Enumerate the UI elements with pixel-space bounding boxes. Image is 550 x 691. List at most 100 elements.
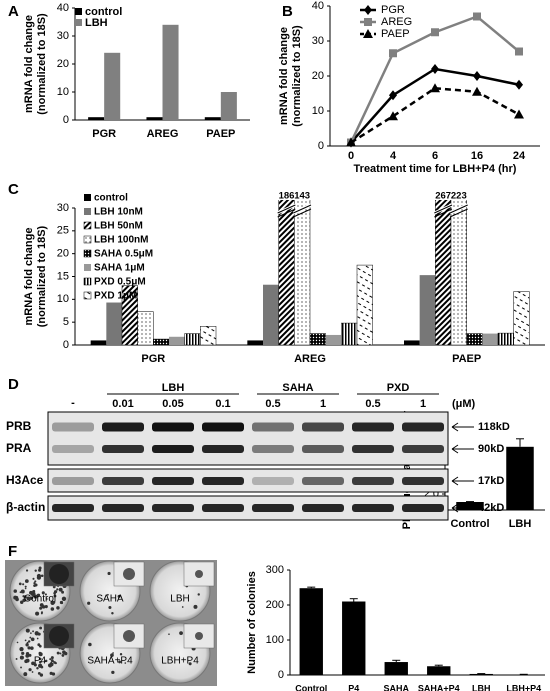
- size-label: 118kD: [478, 421, 510, 433]
- colony: [27, 640, 31, 643]
- marker: [515, 47, 523, 56]
- break-mark: [434, 204, 453, 214]
- blot-band: [52, 422, 94, 432]
- colony: [38, 651, 42, 655]
- y-tick-label: 5: [63, 316, 69, 328]
- x-tick-label: Control: [295, 683, 327, 691]
- y-tick-label: 200: [266, 599, 284, 611]
- marker: [388, 111, 398, 121]
- panel-letter: C: [8, 181, 19, 198]
- bar: [169, 336, 185, 345]
- bar: [204, 117, 221, 120]
- colony: [28, 668, 32, 672]
- bar: [342, 601, 366, 675]
- blot-band: [202, 445, 244, 453]
- photo-label: SAHA+P4: [87, 656, 133, 667]
- y-axis-label: mRNA fold change: [23, 15, 35, 113]
- blot-band: [252, 504, 294, 512]
- size-label: 42kD: [478, 502, 504, 514]
- blot-band: [202, 422, 244, 432]
- colony: [25, 653, 30, 658]
- x-tick-label: LBH: [472, 683, 491, 691]
- colony: [44, 659, 48, 663]
- group-label: PXD: [387, 382, 410, 394]
- marker: [389, 49, 397, 58]
- y-axis-label: mRNA fold change: [23, 228, 35, 326]
- x-tick-label: 0: [348, 150, 354, 162]
- unit-label: (μM): [452, 398, 476, 410]
- colony: [44, 605, 48, 609]
- bar: [294, 200, 311, 345]
- colony: [54, 661, 57, 665]
- colony: [23, 672, 28, 677]
- y-tick-label: 10: [57, 293, 69, 305]
- inset-colony: [195, 632, 203, 640]
- colony: [56, 588, 59, 591]
- colony: [26, 596, 31, 601]
- y-tick-label: 40: [312, 0, 324, 12]
- arrow-head: [451, 476, 459, 486]
- legend-swatch: [83, 235, 92, 244]
- bar: [220, 92, 237, 120]
- value-label: 223: [451, 191, 467, 202]
- colony: [36, 573, 42, 579]
- bar: [309, 333, 326, 345]
- bar: [90, 340, 107, 345]
- bar: [427, 666, 451, 675]
- colony: [119, 653, 123, 656]
- colony: [36, 593, 41, 597]
- marker: [473, 12, 481, 21]
- colony: [61, 590, 65, 594]
- colony: [44, 593, 47, 596]
- colony: [52, 600, 56, 604]
- colony: [29, 636, 32, 639]
- legend-label: LBH 10nM: [94, 207, 143, 218]
- blot-band: [102, 445, 144, 453]
- colony: [20, 600, 24, 604]
- y-axis-label: Number of colonies: [246, 571, 258, 674]
- y-tick-label: 300: [266, 564, 284, 576]
- size-label: 90kD: [478, 443, 504, 455]
- x-tick-label: LBH: [509, 518, 532, 530]
- colony: [108, 605, 112, 609]
- bar: [384, 662, 408, 675]
- break-mark: [434, 208, 453, 218]
- inset-colony: [195, 570, 203, 578]
- colony: [188, 662, 192, 666]
- blot-band: [302, 504, 344, 512]
- y-tick-label: 20: [312, 70, 324, 82]
- panel-letter: B: [282, 3, 293, 20]
- bar: [513, 291, 530, 345]
- colony: [117, 594, 121, 598]
- bar: [247, 340, 263, 345]
- blot-band: [52, 504, 94, 512]
- colony: [118, 660, 122, 664]
- colony: [38, 644, 42, 648]
- colony: [40, 574, 44, 578]
- colony: [107, 593, 109, 596]
- legend-label: control: [85, 6, 122, 18]
- y-tick-label: 25: [57, 225, 69, 237]
- bar: [497, 332, 514, 345]
- colony: [59, 652, 62, 655]
- blot-band: [102, 422, 144, 432]
- colony: [39, 660, 42, 664]
- bar: [104, 52, 121, 120]
- break-mark: [277, 204, 296, 214]
- colony: [61, 654, 65, 657]
- colony: [25, 628, 30, 633]
- bar: [450, 200, 467, 345]
- colony: [87, 601, 91, 605]
- legend-swatch: [83, 277, 92, 286]
- blot-band: [102, 504, 144, 512]
- blot-band: [352, 477, 394, 485]
- colony: [24, 579, 29, 583]
- arrow-head: [451, 422, 459, 432]
- blot-band: [102, 477, 144, 485]
- legend-swatch: [75, 8, 82, 15]
- bar: [506, 446, 534, 510]
- colony: [107, 571, 111, 576]
- colony: [34, 580, 37, 583]
- blot-band: [202, 504, 244, 512]
